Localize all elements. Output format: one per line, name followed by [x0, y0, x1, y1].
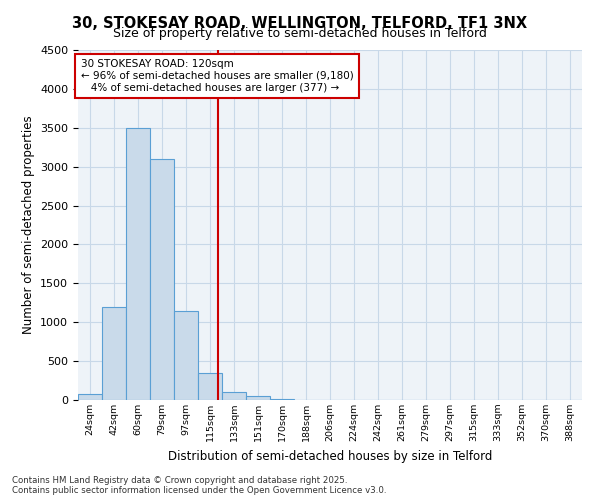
- X-axis label: Distribution of semi-detached houses by size in Telford: Distribution of semi-detached houses by …: [168, 450, 492, 462]
- Text: 30, STOKESAY ROAD, WELLINGTON, TELFORD, TF1 3NX: 30, STOKESAY ROAD, WELLINGTON, TELFORD, …: [73, 16, 527, 32]
- Bar: [198, 373, 222, 400]
- Text: Contains HM Land Registry data © Crown copyright and database right 2025.
Contai: Contains HM Land Registry data © Crown c…: [12, 476, 386, 495]
- Bar: [102, 306, 126, 400]
- Y-axis label: Number of semi-detached properties: Number of semi-detached properties: [22, 116, 35, 334]
- Bar: [126, 128, 150, 400]
- Bar: [174, 310, 198, 400]
- Text: Size of property relative to semi-detached houses in Telford: Size of property relative to semi-detach…: [113, 28, 487, 40]
- Bar: [246, 396, 270, 400]
- Bar: [222, 392, 246, 400]
- Bar: [78, 394, 102, 400]
- Text: 30 STOKESAY ROAD: 120sqm
← 96% of semi-detached houses are smaller (9,180)
   4%: 30 STOKESAY ROAD: 120sqm ← 96% of semi-d…: [80, 60, 353, 92]
- Bar: [270, 399, 294, 400]
- Bar: [150, 159, 174, 400]
